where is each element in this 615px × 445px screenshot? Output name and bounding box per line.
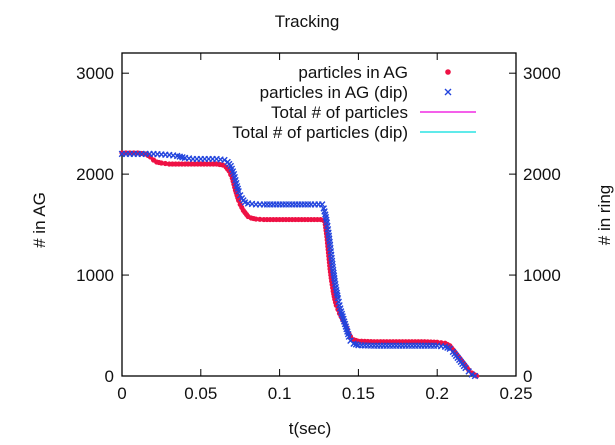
x-tick-label: 0.25 (499, 384, 532, 403)
data-point (474, 373, 480, 379)
legend-label: Total # of particles (dip) (232, 123, 408, 142)
y2-axis-title: # in ring (595, 185, 614, 245)
x-axis-title: t(sec) (289, 419, 332, 438)
y2-tick-label: 1000 (523, 266, 561, 285)
x-tick-label: 0.2 (425, 384, 449, 403)
y-axis-title: # in AG (30, 192, 49, 248)
data-point (257, 216, 263, 222)
x-tick-label: 0.15 (342, 384, 375, 403)
data-point (235, 187, 242, 195)
y2-tick-label: 0 (523, 367, 532, 386)
legend-label: Total # of particles (271, 103, 408, 122)
data-point (253, 216, 259, 222)
data-point (318, 201, 326, 208)
legend-marker-dot (445, 69, 451, 75)
legend-label: particles in AG (dip) (260, 83, 408, 102)
legend-marker-cross (444, 88, 452, 96)
data-point (236, 197, 242, 203)
y-tick-label: 2000 (76, 165, 114, 184)
y-tick-label: 3000 (76, 64, 114, 83)
data-point (471, 372, 479, 380)
y-tick-label: 1000 (76, 266, 114, 285)
x-tick-label: 0 (117, 384, 126, 403)
series-cross-1 (118, 150, 479, 380)
data-point (158, 160, 164, 166)
data-point (345, 333, 353, 340)
y-tick-label: 0 (105, 367, 114, 386)
data-point (162, 160, 168, 167)
y2-tick-label: 2000 (523, 165, 561, 184)
y2-tick-label: 3000 (523, 64, 561, 83)
legend-label: particles in AG (298, 63, 408, 82)
plot-frame (121, 52, 517, 377)
chart-title: Tracking (275, 12, 340, 31)
x-tick-label: 0.05 (184, 384, 217, 403)
x-tick-label: 0.1 (268, 384, 292, 403)
